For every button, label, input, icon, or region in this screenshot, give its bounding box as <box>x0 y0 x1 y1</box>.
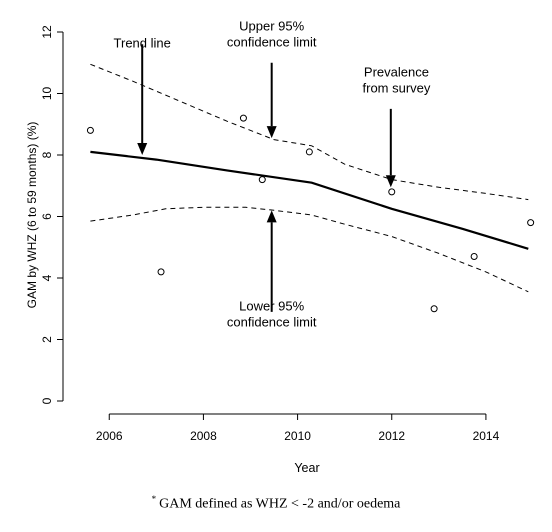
y-tick-label: 10 <box>40 87 54 101</box>
x-tick-label: 2008 <box>190 429 217 443</box>
x-tick-label: 2014 <box>473 429 500 443</box>
y-tick-label: 8 <box>40 151 54 158</box>
annotation-label: confidence limit <box>227 34 317 49</box>
footnote-text: GAM defined as WHZ < -2 and/or oedema <box>159 496 401 512</box>
y-tick-label: 4 <box>40 274 54 281</box>
annotation-label: from survey <box>363 81 431 96</box>
survey-point <box>239 114 247 122</box>
x-tick-label: 2012 <box>378 429 405 443</box>
survey-point <box>430 305 438 313</box>
axes: 0 2 4 6 8 10 12 2006 2008 2010 2012 2014 <box>40 25 500 443</box>
survey-point <box>305 148 313 156</box>
annotation-label: confidence limit <box>227 314 317 329</box>
lower-line <box>90 206 529 293</box>
x-axis-label: Year <box>294 461 319 475</box>
annotation-arrow-head <box>137 143 148 155</box>
y-tick-label: 0 <box>40 397 54 404</box>
survey-point <box>258 176 266 184</box>
trend-line <box>90 150 529 250</box>
survey-points <box>86 114 535 313</box>
annotation-label: Upper 95% <box>239 18 304 33</box>
upper-line <box>90 63 529 201</box>
x-tick-label: 2006 <box>96 429 123 443</box>
x-tick-label: 2010 <box>284 429 311 443</box>
annotation-arrow-head <box>266 210 277 223</box>
survey-point <box>157 268 165 276</box>
annotation-label: Lower 95% <box>239 298 304 313</box>
annotation-label: Trend line <box>114 35 171 50</box>
chart: 0 2 4 6 8 10 12 2006 2008 2010 2012 2014 Trend line… <box>25 18 535 475</box>
series-lines <box>90 63 529 293</box>
annotation-arrow-head <box>385 175 396 188</box>
y-tick-label: 12 <box>40 25 54 39</box>
survey-point <box>86 126 94 134</box>
survey-point <box>388 188 396 196</box>
annotation-arrow-head <box>266 126 277 139</box>
y-axis-label: GAM by WHZ (6 to 59 months) (%) <box>25 122 39 309</box>
survey-point <box>527 219 535 227</box>
annotation-label: Prevalence <box>364 65 429 80</box>
y-tick-label: 6 <box>40 213 54 220</box>
footnote: * GAM defined as WHZ < -2 and/or oedema <box>0 494 552 513</box>
survey-point <box>470 252 478 260</box>
y-tick-label: 2 <box>40 336 54 343</box>
footnote-marker: * <box>151 494 157 504</box>
